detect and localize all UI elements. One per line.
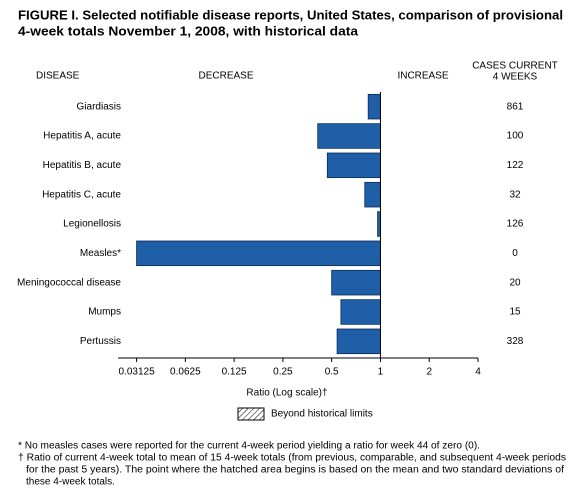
x-tick-label: 2 xyxy=(426,367,432,378)
x-tick-label: 1 xyxy=(378,367,384,378)
category-label: Hepatitis B, acute xyxy=(43,160,122,171)
bar xyxy=(136,240,381,267)
x-axis-label: Ratio (Log scale)† xyxy=(246,388,327,399)
cases-value: 861 xyxy=(507,101,524,112)
legend-label: Beyond historical limits xyxy=(271,409,373,420)
x-tick-label: 4 xyxy=(475,367,481,378)
category-label: Pertussis xyxy=(80,336,121,347)
x-tick-label: 0.0625 xyxy=(170,367,201,378)
category-label: Measles* xyxy=(80,248,121,259)
column-header: DISEASE xyxy=(36,71,80,82)
column-header: INCREASE xyxy=(397,71,448,82)
category-label: Meningococcal disease xyxy=(17,277,121,288)
cases-value: 122 xyxy=(507,160,524,171)
column-header: DECREASE xyxy=(198,71,253,82)
bar xyxy=(336,328,381,355)
category-label: Hepatitis A, acute xyxy=(43,131,121,142)
bar xyxy=(364,181,381,208)
bar xyxy=(317,123,381,149)
footnote: * No measles cases were reported for the… xyxy=(18,441,480,452)
category-label: Legionellosis xyxy=(63,219,121,230)
column-header: CASES CURRENT xyxy=(472,61,558,72)
chart-title: FIGURE I. Selected notifiable disease re… xyxy=(18,7,563,22)
cases-value: 126 xyxy=(507,219,524,230)
x-tick-label: 0.03125 xyxy=(118,367,155,378)
bar xyxy=(326,152,381,179)
footnote: for the past 5 years). The point where t… xyxy=(26,465,564,476)
column-header: 4 WEEKS xyxy=(493,72,538,83)
footnote: these 4-week totals. xyxy=(26,477,115,488)
footnote: † Ratio of current 4-week total to mean … xyxy=(18,453,566,464)
cases-value: 15 xyxy=(509,307,521,318)
category-label: Giardiasis xyxy=(77,101,121,112)
chart-title: 4-week totals November 1, 2008, with his… xyxy=(18,23,359,38)
cases-value: 328 xyxy=(507,336,524,347)
cases-value: 20 xyxy=(509,277,521,288)
bar xyxy=(331,269,381,296)
bar xyxy=(367,93,381,120)
category-label: Mumps xyxy=(88,307,121,318)
x-tick-label: 0.25 xyxy=(273,367,293,378)
x-tick-label: 0.5 xyxy=(325,367,339,378)
cases-value: 0 xyxy=(512,248,518,259)
category-label: Hepatitis C, acute xyxy=(42,189,121,200)
x-tick-label: 0.125 xyxy=(222,367,247,378)
cases-value: 100 xyxy=(507,131,524,142)
cases-value: 32 xyxy=(509,189,521,200)
bar xyxy=(340,299,381,325)
legend-swatch xyxy=(237,407,265,421)
